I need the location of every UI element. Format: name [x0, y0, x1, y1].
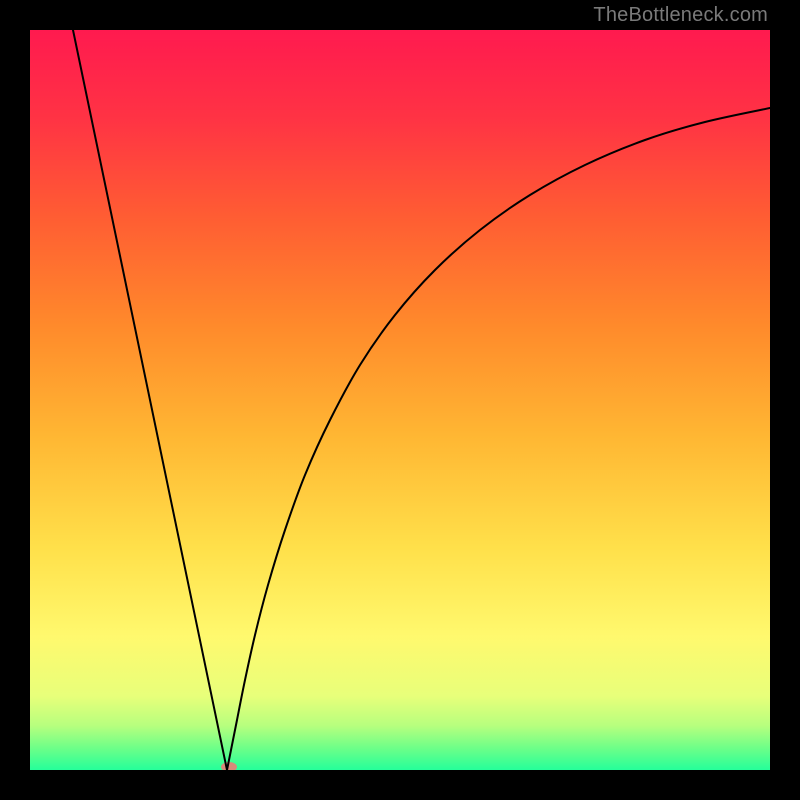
watermark-text: TheBottleneck.com	[593, 4, 768, 27]
curve-layer	[30, 30, 770, 770]
plot-area	[30, 30, 770, 770]
bottleneck-curve	[73, 30, 770, 770]
outer-frame: TheBottleneck.com	[0, 0, 800, 800]
